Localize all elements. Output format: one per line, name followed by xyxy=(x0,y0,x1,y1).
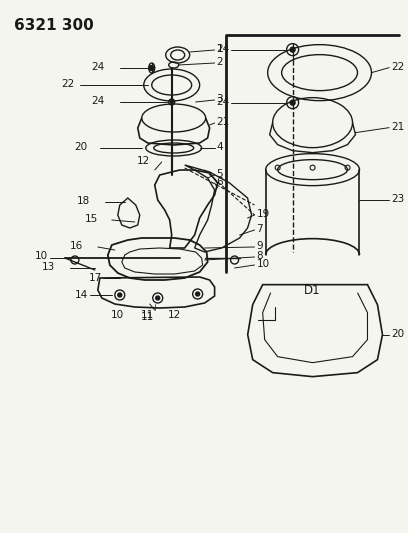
Text: 11: 11 xyxy=(141,312,154,322)
Text: 18: 18 xyxy=(77,196,90,206)
Text: 24: 24 xyxy=(216,44,229,54)
Text: 19: 19 xyxy=(257,209,270,219)
Text: 1: 1 xyxy=(217,44,223,54)
Text: 8: 8 xyxy=(257,251,263,261)
Text: 17: 17 xyxy=(89,273,102,283)
Text: 6: 6 xyxy=(217,177,223,187)
Text: 16: 16 xyxy=(70,241,83,251)
Text: 5: 5 xyxy=(217,169,223,179)
Text: 10: 10 xyxy=(111,310,124,320)
Text: 12: 12 xyxy=(137,156,150,166)
Text: 13: 13 xyxy=(42,262,55,272)
Text: 23: 23 xyxy=(391,193,404,204)
Text: 11: 11 xyxy=(141,310,154,320)
Circle shape xyxy=(290,47,295,52)
Text: 22: 22 xyxy=(391,62,404,71)
Circle shape xyxy=(118,293,122,297)
Text: 14: 14 xyxy=(75,290,88,300)
Text: 22: 22 xyxy=(62,79,75,89)
Text: 7: 7 xyxy=(257,224,263,234)
Circle shape xyxy=(196,292,200,296)
Circle shape xyxy=(156,296,160,300)
Text: 20: 20 xyxy=(75,142,88,152)
Text: 24: 24 xyxy=(91,62,105,72)
Text: 3: 3 xyxy=(217,94,223,104)
Text: 10: 10 xyxy=(35,251,48,261)
Text: 20: 20 xyxy=(391,329,404,338)
Text: 10: 10 xyxy=(257,259,270,269)
Text: 24: 24 xyxy=(216,96,229,107)
Circle shape xyxy=(170,101,173,103)
Text: 24: 24 xyxy=(91,96,105,106)
Text: 21: 21 xyxy=(391,122,404,132)
Text: D1: D1 xyxy=(304,284,321,297)
Circle shape xyxy=(149,66,154,70)
Text: 2: 2 xyxy=(217,57,223,67)
Text: 12: 12 xyxy=(168,310,181,320)
Text: 6321 300: 6321 300 xyxy=(14,18,94,33)
Circle shape xyxy=(290,100,295,105)
Text: 21: 21 xyxy=(217,117,230,127)
Text: 15: 15 xyxy=(84,214,98,224)
Text: 4: 4 xyxy=(217,142,223,152)
Text: 9: 9 xyxy=(257,241,263,251)
